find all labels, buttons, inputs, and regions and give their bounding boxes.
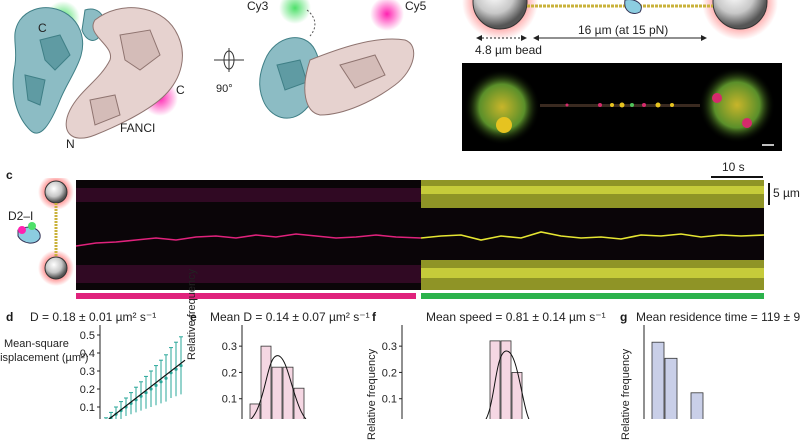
msd-point	[179, 364, 183, 368]
distance-scale-label: 5 µm	[773, 186, 800, 200]
fanci-ribbon	[65, 7, 183, 139]
trajectory-yellow	[420, 231, 764, 241]
bead-left	[472, 0, 528, 30]
cy5-label: Cy5	[405, 0, 427, 13]
diffusion-histogram: 0.3 0.2 0.1	[222, 325, 307, 419]
fancd2-ribbon-side	[259, 37, 321, 119]
time-scale-bar	[711, 176, 763, 178]
cy5-glow-b	[370, 0, 404, 31]
bead-right	[712, 0, 768, 30]
msd-plot: 0.5 0.4 0.3 0.2 0.1	[80, 325, 186, 419]
tether-length-label: 16 µm (at 15 pN)	[578, 23, 668, 37]
residence-histogram	[643, 325, 704, 419]
kymograph-schematic: D2–I	[8, 178, 74, 286]
msd-point	[144, 391, 148, 395]
trajectory-magenta	[76, 233, 422, 247]
hist-f-ytick-label: 0.2	[382, 367, 397, 379]
protein-on-dna	[624, 0, 642, 14]
fluorescence-image	[462, 63, 782, 151]
cy3-label: Cy3	[247, 0, 269, 13]
msd-point	[149, 387, 153, 391]
panel-letter-f: f	[372, 310, 376, 324]
panel-letter-e: e	[190, 310, 197, 324]
label-fanci: FANCI	[120, 121, 155, 135]
hist-g-bar	[651, 341, 665, 419]
bead-fluorescence-right	[699, 67, 775, 143]
label-c-bottom: C	[176, 83, 185, 97]
msd-ytick-label: 0.3	[80, 366, 95, 378]
d2-i-label: D2–I	[8, 209, 33, 223]
dna-spots	[540, 102, 700, 108]
protein-structure-front: C C N FANCI	[12, 1, 185, 151]
bead-fluorescence-left	[464, 69, 540, 145]
bead-size-label: 4.8 µm bead	[475, 43, 542, 57]
panel-e-ylabel: Relative frequency	[186, 268, 198, 360]
hist-f-bar	[500, 340, 512, 419]
hist-f-fit-curve	[485, 350, 530, 419]
speed-histogram: 0.3 0.2 0.1	[382, 325, 530, 419]
hist-f-bar	[511, 372, 523, 419]
distance-scale-bar	[768, 183, 770, 205]
msd-ytick-label: 0.2	[80, 384, 95, 396]
hist-e-ytick-label: 0.1	[222, 394, 237, 406]
hist-e-ytick-label: 0.2	[222, 367, 237, 379]
panel-d-ylabel-2: displacement (µm²)	[0, 352, 89, 364]
panel-e-title: Mean D = 0.14 ± 0.07 µm² s⁻¹	[210, 310, 370, 324]
magenta-timeline-bar	[76, 293, 416, 299]
optical-trap-diagram: 4.8 µm bead 16 µm (at 15 pN)	[462, 0, 778, 57]
hist-g-bar	[664, 357, 678, 419]
msd-ytick-label: 0.5	[80, 330, 95, 342]
panel-d-ylabel-1: Mean-square	[4, 338, 69, 350]
cy3-glow-b	[279, 0, 311, 24]
green-timeline-bar	[421, 293, 764, 299]
msd-ytick-label: 0.4	[80, 348, 95, 360]
fanci-ribbon-side	[304, 38, 415, 116]
label-c-top: C	[38, 21, 47, 35]
msd-ytick-label: 0.1	[80, 402, 95, 414]
time-scale-label: 10 s	[722, 160, 745, 174]
msd-point	[154, 383, 158, 387]
msd-fit-line	[108, 359, 186, 419]
panel-letter-c: c	[6, 168, 13, 182]
rotation-label: 90°	[216, 83, 233, 95]
label-n: N	[66, 137, 75, 151]
rotation-icon: 90°	[214, 48, 244, 95]
hist-e-bar	[293, 387, 305, 419]
panel-f-ylabel: Relative frequency	[366, 348, 378, 440]
panel-f-title: Mean speed = 0.81 ± 0.14 µm s⁻¹	[426, 310, 606, 324]
hist-e-bar	[282, 366, 294, 419]
hist-e-fit-curve	[250, 355, 307, 419]
msd-point	[159, 380, 163, 384]
hist-f-ytick-label: 0.3	[382, 341, 397, 353]
panel-g-ylabel: Relative frequency	[620, 348, 632, 440]
panel-d-title: D = 0.18 ± 0.01 µm² s⁻¹	[30, 310, 157, 324]
kymograph-image	[76, 180, 764, 290]
hist-e-ytick-label: 0.3	[222, 341, 237, 353]
msd-point	[164, 376, 168, 380]
protein-structure-side: Cy3 Cy5	[247, 0, 427, 119]
panel-letter-d: d	[6, 310, 14, 324]
hist-e-bar	[271, 366, 283, 419]
panel-g-title: Mean residence time = 119 ± 90 s	[636, 310, 800, 324]
hist-e-bar	[249, 403, 261, 419]
hist-g-bar	[690, 392, 704, 419]
hist-f-ytick-label: 0.1	[382, 394, 397, 406]
panel-letter-g: g	[620, 310, 628, 324]
